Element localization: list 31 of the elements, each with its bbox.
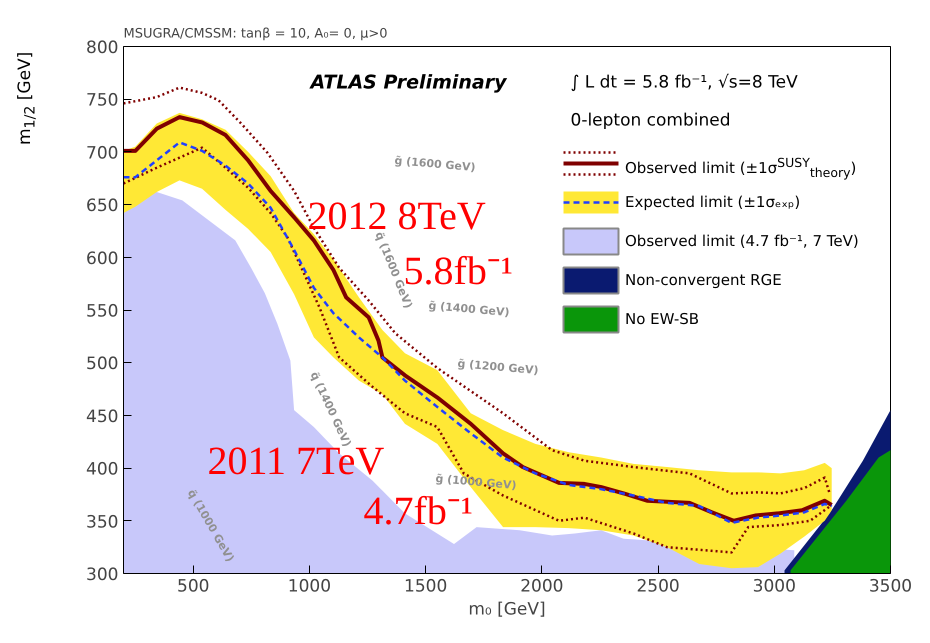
y-tick-label: 800 (86, 38, 119, 58)
y-tick-label: 750 (86, 90, 119, 111)
legend-label: Observed limit (4.7 fb⁻¹, 7 TeV) (625, 232, 859, 250)
y-tick-label: 450 (86, 406, 119, 427)
y-tick-label: 600 (86, 248, 119, 269)
legend-label: Non-convergent RGE (625, 271, 782, 289)
x-axis-title: m₀ [GeV] (468, 600, 546, 620)
chart-title: MSUGRA/CMSSM: tanβ = 10, A₀= 0, μ>0 (124, 26, 388, 42)
y-tick-label: 500 (86, 354, 119, 374)
legend-label: No EW-SB (625, 310, 700, 328)
annotation: g̃ (1600 GeV) (394, 154, 476, 174)
x-tick-label: 1000 (288, 576, 332, 596)
y-tick-label: 700 (86, 143, 119, 164)
y-tick-label: 300 (86, 565, 119, 585)
legend-label: Expected limit (±1σₑₓₚ) (625, 193, 800, 211)
x-tick-label: 2500 (636, 576, 680, 596)
annotation: g̃ (1200 GeV) (456, 357, 539, 378)
y-tick-label: 650 (86, 196, 119, 216)
annotation: g̃ (1400 GeV) (428, 299, 510, 320)
annotation: 0-lepton combined (570, 110, 731, 130)
x-tick-label: 2000 (520, 576, 564, 596)
legend-label: Observed limit (±1σ$^{SUSY}$$_{theory}$) (625, 154, 856, 182)
y-tick-label: 400 (86, 460, 119, 480)
x-tick-label: 500 (177, 576, 210, 596)
annotation: ∫ L dt = 5.8 fb⁻¹, √s=8 TeV (570, 72, 798, 92)
y-tick-label: 550 (86, 302, 119, 322)
x-tick-label: 3500 (868, 576, 912, 596)
x-tick-label: 3000 (752, 576, 796, 596)
annotation: ATLAS Preliminary (308, 72, 508, 94)
x-tick-label: 1500 (404, 576, 448, 596)
y-tick-label: 350 (86, 512, 119, 532)
